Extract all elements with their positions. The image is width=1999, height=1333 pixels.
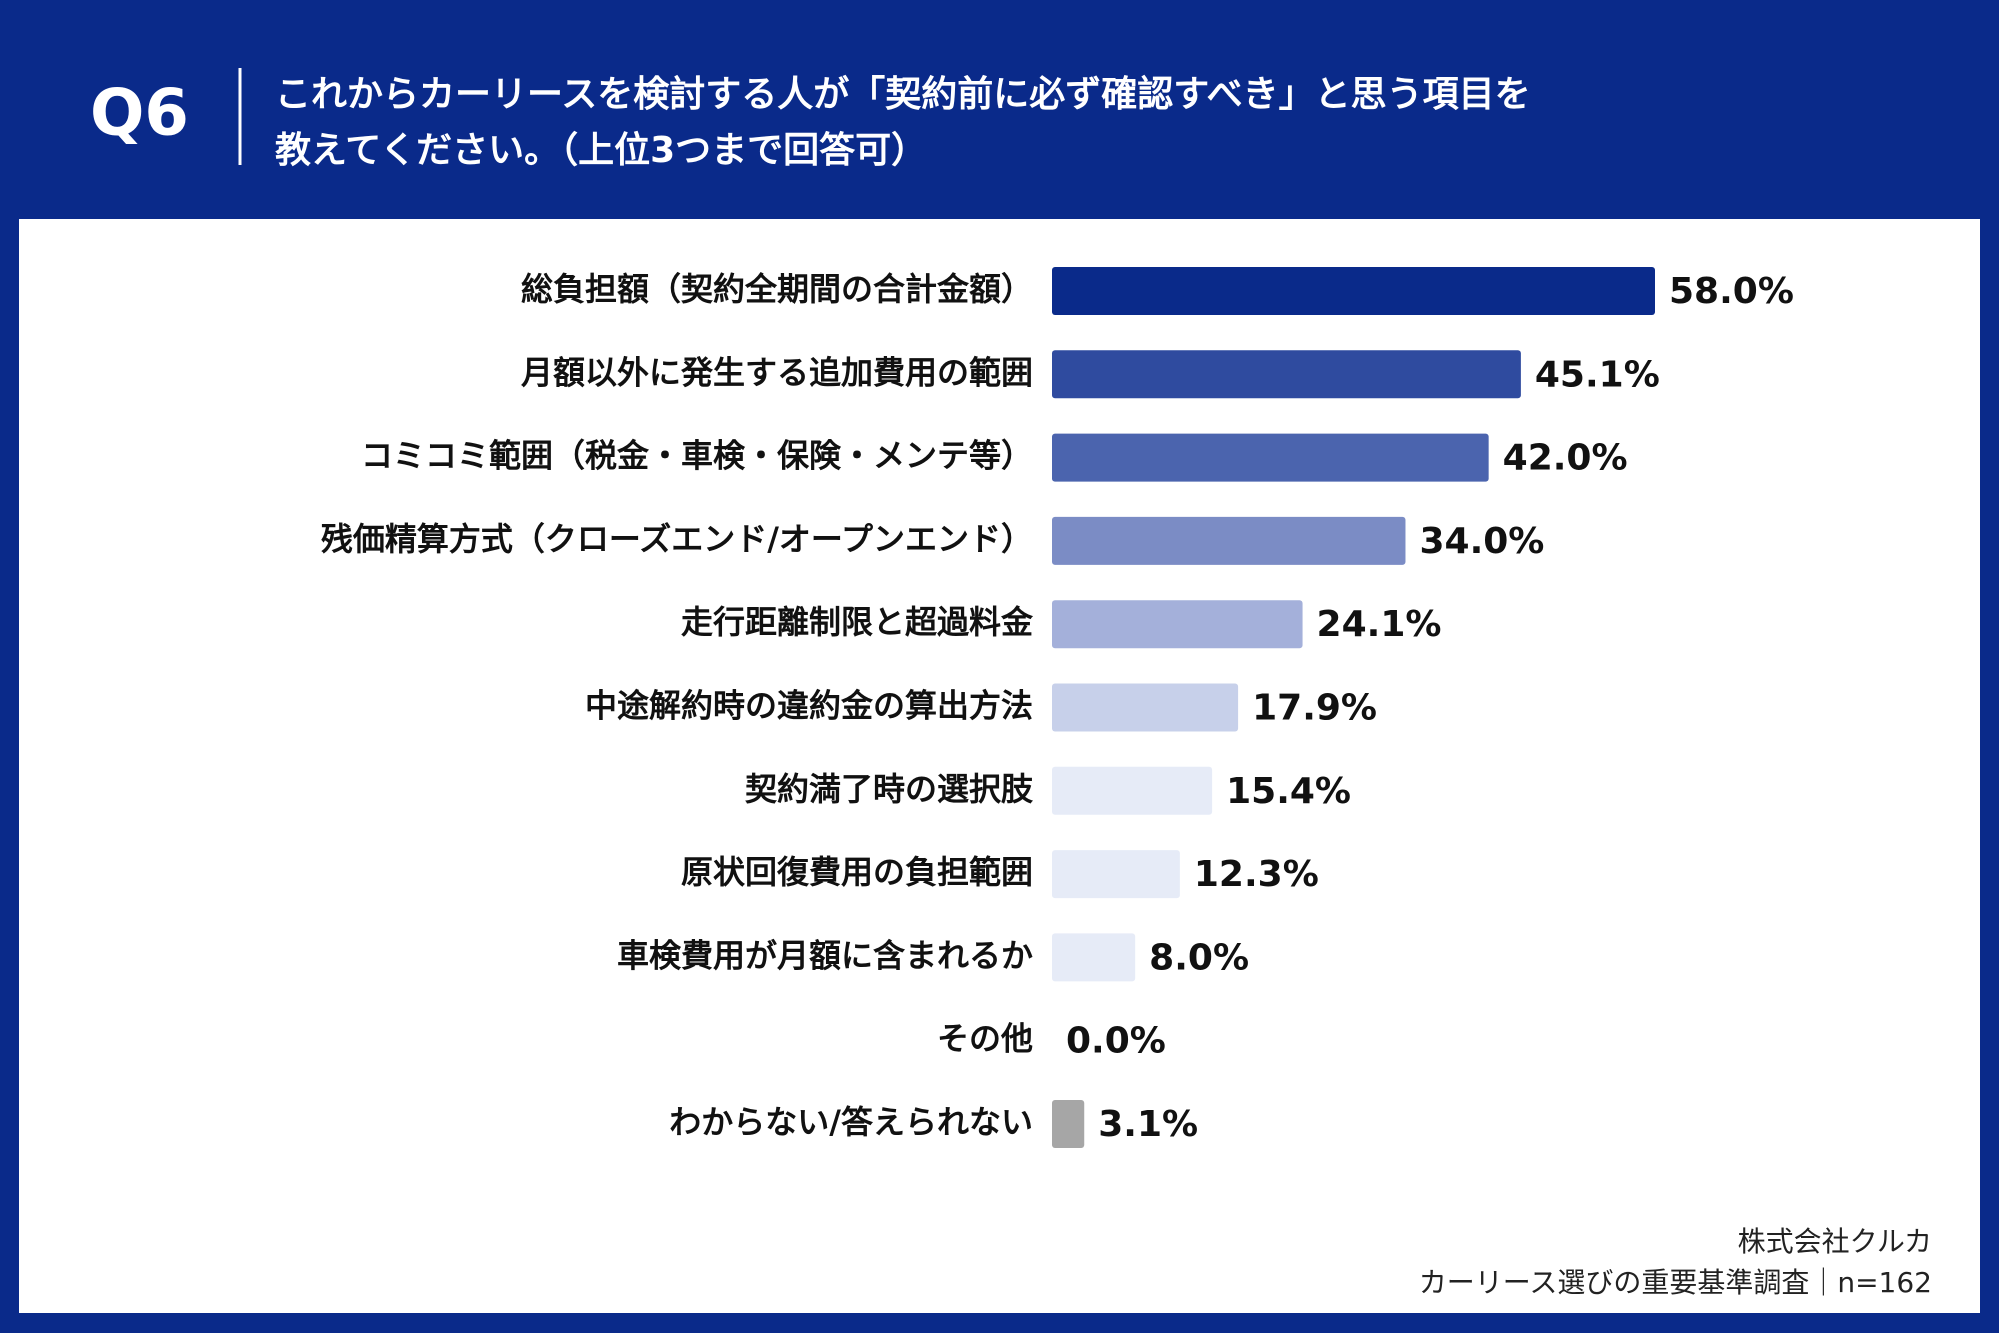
bar — [1052, 600, 1303, 649]
bar — [1052, 850, 1180, 899]
bar — [1052, 350, 1521, 399]
category-label: 車検費用が月額に含まれるか — [617, 936, 1033, 974]
value-label: 34.0% — [1419, 521, 1544, 562]
question-number: Q6 — [90, 77, 189, 151]
category-label: わからない/答えられない — [669, 1103, 1033, 1141]
bar — [1052, 433, 1489, 482]
value-label: 17.9% — [1252, 688, 1377, 729]
value-label: 58.0% — [1669, 271, 1794, 312]
category-label: 総負担額（契約全期間の合計金額） — [521, 270, 1033, 308]
chart-title: これからカーリースを検討する人が「契約前に必ず確認すべき」と思う項目を — [275, 74, 1531, 115]
value-label: 3.1% — [1098, 1104, 1198, 1145]
bar — [1052, 516, 1406, 565]
category-label: 原状回復費用の負担範囲 — [681, 853, 1033, 891]
value-label: 24.1% — [1317, 604, 1442, 645]
bar — [1052, 683, 1239, 732]
bar — [1052, 766, 1213, 815]
chart-title: 教えてください。（上位3つまで回答可） — [275, 130, 927, 171]
category-label: 残価精算方式（クローズエンド/オープンエンド） — [321, 520, 1033, 558]
bar — [1052, 933, 1136, 982]
value-label: 45.1% — [1535, 354, 1660, 395]
value-label: 42.0% — [1503, 438, 1628, 479]
value-label: 8.0% — [1149, 937, 1249, 978]
bar — [1052, 267, 1655, 315]
category-label: その他 — [937, 1020, 1033, 1058]
source: 株式会社クルカ — [1738, 1225, 1932, 1258]
value-label: 15.4% — [1226, 771, 1351, 812]
category-label: 走行距離制限と超過料金 — [681, 603, 1034, 641]
value-label: 12.3% — [1194, 854, 1319, 895]
category-label: 契約満了時の選択肢 — [745, 770, 1034, 808]
category-label: コミコミ範囲（税金・車検・保険・メンテ等） — [361, 437, 1033, 475]
category-label: 中途解約時の違約金の算出方法 — [585, 687, 1033, 725]
source: カーリース選びの重要基準調査｜n=162 — [1419, 1266, 1932, 1299]
panel — [19, 219, 1980, 1313]
category-label: 月額以外に発生する追加費用の範囲 — [521, 353, 1033, 391]
bar — [1052, 1100, 1085, 1148]
value-label: 0.0% — [1066, 1021, 1166, 1062]
